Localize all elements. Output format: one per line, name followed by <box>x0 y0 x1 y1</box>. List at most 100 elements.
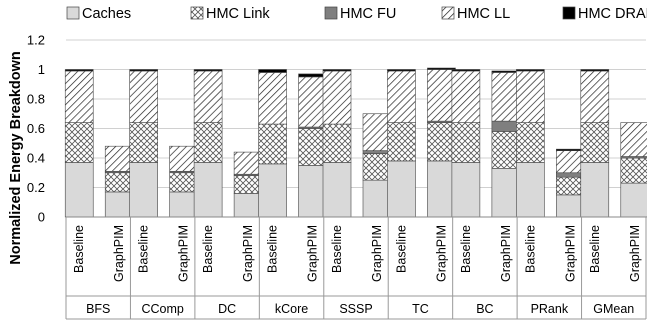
bar-segment <box>580 70 610 123</box>
bar-segment <box>427 122 456 162</box>
legend-swatch <box>190 6 204 20</box>
bar-segment <box>491 70 521 73</box>
bar-segment <box>620 157 647 184</box>
config-label: GraphPIM <box>563 225 577 282</box>
config-label: Baseline <box>72 225 86 273</box>
bar-segment <box>104 191 134 218</box>
y-tick-label: 0 <box>38 210 45 225</box>
bar-segment <box>387 70 416 123</box>
bar-segment <box>193 69 223 72</box>
plot-area: 0 0.2 0.4 0.6 0.8 1 1.2 Baseline GraphPIM BFS Base… <box>27 33 647 320</box>
group-label: CComp <box>141 302 183 316</box>
bar-segment <box>362 179 392 218</box>
bar-segment <box>258 163 287 218</box>
y-tick-label: 1 <box>38 62 45 77</box>
group-label: DC <box>218 302 236 316</box>
bar-segment <box>387 122 416 162</box>
legend-label: HMC Link <box>206 6 270 22</box>
bar-segment <box>516 162 545 218</box>
config-label: Baseline <box>201 225 215 273</box>
group-label: BFS <box>86 302 110 316</box>
legend-label: HMC DRAM <box>578 6 647 22</box>
bar-segment <box>556 176 585 196</box>
bar-segment <box>516 70 545 123</box>
bar-segment <box>451 162 481 218</box>
bar-segment <box>233 151 263 175</box>
config-label: GraphPIM <box>434 225 448 282</box>
bar-segment <box>193 122 223 163</box>
legend-swatch <box>562 6 576 20</box>
bar-segment <box>298 165 327 218</box>
bar-segment <box>556 172 585 178</box>
bar-segment <box>298 128 327 166</box>
bar-segment <box>233 193 263 218</box>
config-label: Baseline <box>459 225 473 273</box>
bar-segment <box>556 194 585 218</box>
legend-swatch <box>324 6 338 20</box>
bar-segment <box>322 69 352 72</box>
legend-swatch <box>441 6 455 20</box>
bar-segment <box>556 148 585 151</box>
bar-segment <box>362 113 392 151</box>
bar-segment <box>362 153 392 181</box>
config-label: Baseline <box>523 225 537 273</box>
bar-segment <box>491 72 521 122</box>
bar-segment <box>451 122 481 163</box>
bar-segment <box>451 70 481 123</box>
config-label: GraphPIM <box>499 225 513 282</box>
bar-segment <box>580 162 610 218</box>
group-label: PRank <box>531 302 569 316</box>
bar-segment <box>322 123 352 163</box>
y-tick-label: 0.2 <box>27 180 45 195</box>
bar-segment <box>427 69 456 122</box>
bar-segment <box>64 122 94 163</box>
y-tick-label: 1.2 <box>27 33 45 48</box>
group-label: TC <box>412 302 429 316</box>
bar-segment <box>193 70 223 123</box>
legend-swatch <box>66 6 80 20</box>
bar-segment <box>104 172 134 193</box>
bar-segment <box>169 145 198 172</box>
bar-segment <box>516 69 545 72</box>
bar-segment <box>64 70 94 123</box>
bar-segment <box>387 69 416 72</box>
legend: Caches HMC Link HMC FU HMC LL HMC DRAM <box>66 6 647 22</box>
y-axis-label: Normalized Energy Breakdown <box>8 51 24 265</box>
bar-segment <box>298 73 327 78</box>
legend-label: HMC FU <box>340 6 396 22</box>
bar-segment <box>580 69 610 72</box>
config-label: GraphPIM <box>112 225 126 282</box>
group-label: GMean <box>593 302 634 316</box>
bar-segment <box>620 122 647 157</box>
config-label: GraphPIM <box>628 225 642 282</box>
bar-segment <box>233 175 263 194</box>
bar-segment <box>129 70 158 123</box>
bar-segment <box>258 69 287 73</box>
y-tick-label: 0.4 <box>27 151 45 166</box>
group-label: BC <box>476 302 493 316</box>
bar-segment <box>556 150 585 174</box>
group-label: kCore <box>275 302 308 316</box>
config-label: Baseline <box>330 225 344 273</box>
legend-label: Caches <box>82 6 131 22</box>
bar-segment <box>387 160 416 218</box>
group-label: SSSP <box>339 302 372 316</box>
legend-label: HMC LL <box>457 6 510 22</box>
config-label: GraphPIM <box>306 225 320 282</box>
bar-segment <box>427 67 456 70</box>
bar-segment <box>491 168 521 218</box>
bar-segment <box>491 131 521 169</box>
config-label: Baseline <box>394 225 408 273</box>
bar-segment <box>258 123 287 165</box>
bar-segment <box>620 182 647 218</box>
bar-segment <box>129 162 158 218</box>
config-label: GraphPIM <box>177 225 191 282</box>
bar-segment <box>129 69 158 72</box>
config-label: GraphPIM <box>241 225 255 282</box>
bar-segment <box>64 162 94 218</box>
bar-segment <box>322 70 352 125</box>
bar-segment <box>362 150 392 154</box>
bar-segment <box>64 69 94 72</box>
bar-segment <box>169 172 198 193</box>
